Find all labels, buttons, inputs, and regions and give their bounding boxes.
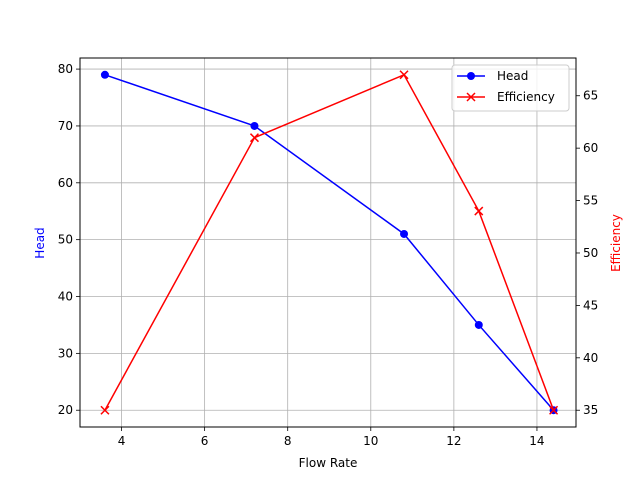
legend-entry: Head [457,69,528,83]
y2-tick-label: 60 [583,141,598,155]
x-tick-label: 10 [363,434,378,448]
circle-marker-icon [100,70,109,79]
y2-tick-label: 55 [583,194,598,208]
circle-marker-icon [250,121,259,130]
plot-frame [79,57,577,428]
y-axis-ticks: 20 30 40 50 60 70 80 [58,62,80,417]
series-efficiency [100,70,559,415]
y-tick-label: 70 [58,119,73,133]
grid-lines [80,58,576,427]
y-tick-label: 60 [58,176,73,190]
circle-marker-icon [400,229,409,238]
x-tick-label: 14 [529,434,544,448]
legend-label: Head [497,69,528,83]
y-axis-label: Head [33,227,47,258]
x-tick-label: 4 [118,434,126,448]
y2-tick-label: 45 [583,298,598,312]
y2-tick-label: 50 [583,246,598,260]
x-marker-icon [399,70,409,80]
x-tick-label: 6 [201,434,209,448]
series-line [104,73,555,411]
y-tick-label: 40 [58,290,73,304]
x-marker-icon [474,206,484,216]
y-tick-label: 80 [58,62,73,76]
plot-series [100,70,559,415]
circle-marker-icon [467,72,475,80]
legend-entry: Efficiency [457,90,555,104]
series-head [100,70,558,415]
x-marker-icon [249,133,260,143]
x-axis-label: Flow Rate [299,456,358,470]
x-tick-label: 12 [446,434,461,448]
legend: Head Efficiency [451,64,570,112]
y2-tick-label: 40 [583,351,598,365]
x-axis-ticks: 4 6 8 10 12 14 [118,427,545,448]
legend-label: Efficiency [497,90,555,104]
y-tick-label: 30 [58,346,73,360]
y-tick-label: 20 [58,403,73,417]
y-tick-label: 50 [58,233,73,247]
y2-tick-label: 65 [583,89,598,103]
circle-marker-icon [474,320,483,329]
series-line [104,74,555,411]
x-marker-icon [549,405,559,415]
x-marker-icon [100,405,110,415]
x-tick-label: 8 [284,434,292,448]
y2-axis-ticks: 35 40 45 50 55 60 65 [576,89,598,417]
y2-axis-label: Efficiency [609,214,623,272]
x-marker-icon [466,92,476,102]
y2-tick-label: 35 [583,403,598,417]
